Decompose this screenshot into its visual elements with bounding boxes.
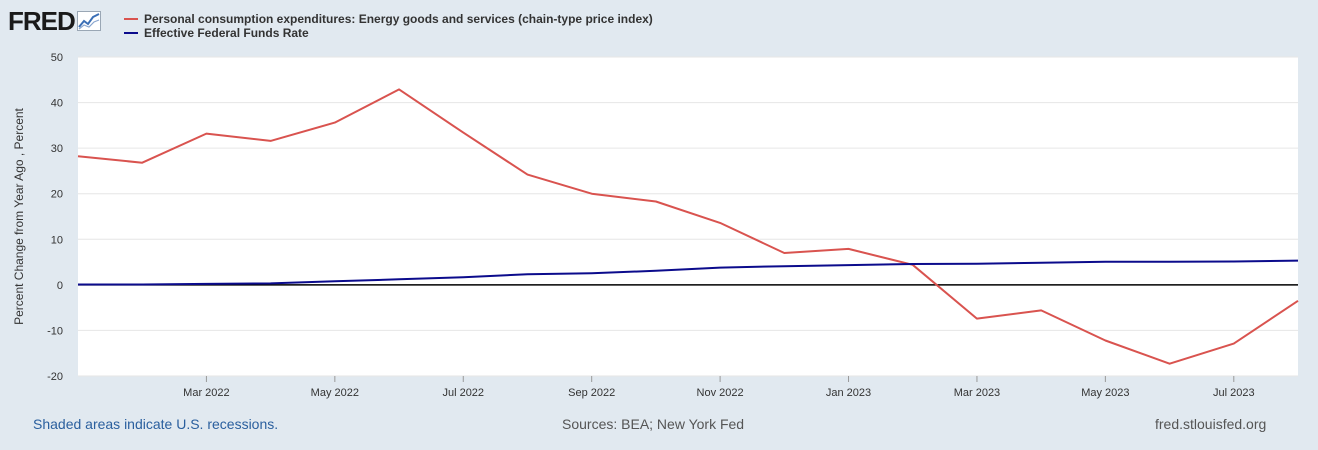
data-point-energy-pce[interactable] <box>971 313 983 325</box>
fred-logo-text: FRED <box>8 6 76 36</box>
data-point-energy-pce[interactable] <box>457 127 469 139</box>
fred-logo[interactable]: FRED <box>8 6 101 36</box>
chart-line-icon <box>76 11 101 31</box>
data-point-energy-pce[interactable] <box>778 247 790 259</box>
series-layer <box>72 83 1304 370</box>
data-point-fed-funds[interactable] <box>1228 256 1240 268</box>
data-point-energy-pce[interactable] <box>714 217 726 229</box>
data-point-energy-pce[interactable] <box>1099 334 1111 346</box>
line-chart: 50 40 30 20 10 0 -10 -20 Mar 2022 May 2022 Jul 20… <box>12 52 1304 399</box>
y-axis-ticks: 50 40 30 20 10 0 -10 -20 <box>47 52 63 383</box>
data-point-energy-pce[interactable] <box>1292 295 1304 307</box>
data-point-fed-funds[interactable] <box>457 271 469 283</box>
y-tick-label: 40 <box>51 98 63 110</box>
data-point-fed-funds[interactable] <box>714 262 726 274</box>
data-point-fed-funds[interactable] <box>72 278 84 290</box>
data-point-fed-funds[interactable] <box>329 275 341 287</box>
data-point-energy-pce[interactable] <box>136 157 148 169</box>
x-tick-label: Jan 2023 <box>826 387 871 399</box>
legend-item-fed-funds: Effective Federal Funds Rate <box>124 26 653 40</box>
y-tick-label: 10 <box>51 234 63 246</box>
data-point-fed-funds[interactable] <box>586 267 598 279</box>
legend-swatch-fed-funds <box>124 32 138 34</box>
data-point-energy-pce[interactable] <box>1228 338 1240 350</box>
series-line-energy-pce[interactable] <box>77 88 1299 365</box>
data-point-energy-pce[interactable] <box>586 188 598 200</box>
data-point-energy-pce[interactable] <box>650 195 662 207</box>
data-point-fed-funds[interactable] <box>650 265 662 277</box>
data-point-fed-funds[interactable] <box>136 278 148 290</box>
x-tick-label: May 2022 <box>311 387 359 399</box>
legend-label-energy-pce: Personal consumption expenditures: Energ… <box>144 12 653 26</box>
data-point-energy-pce[interactable] <box>393 83 405 95</box>
data-point-fed-funds[interactable] <box>843 259 855 271</box>
data-point-fed-funds[interactable] <box>1035 257 1047 269</box>
data-point-fed-funds[interactable] <box>265 277 277 289</box>
y-tick-label: 20 <box>51 189 63 201</box>
series-line-fed-funds[interactable] <box>78 259 1299 286</box>
x-tick-label: May 2023 <box>1081 387 1129 399</box>
x-tick-label: Mar 2023 <box>954 387 1000 399</box>
y-axis-title: Percent Change from Year Ago , Percent <box>12 107 26 324</box>
y-tick-label: -10 <box>47 325 63 337</box>
data-point-energy-pce[interactable] <box>265 135 277 147</box>
x-tick-label: Mar 2022 <box>183 387 229 399</box>
y-tick-label: -20 <box>47 371 63 383</box>
data-point-fed-funds[interactable] <box>1099 256 1111 268</box>
data-point-energy-pce[interactable] <box>843 243 855 255</box>
data-point-fed-funds[interactable] <box>1292 255 1304 267</box>
legend-label-fed-funds: Effective Federal Funds Rate <box>144 26 309 40</box>
data-point-energy-pce[interactable] <box>1035 304 1047 316</box>
data-point-fed-funds[interactable] <box>778 260 790 272</box>
data-point-fed-funds[interactable] <box>200 278 212 290</box>
y-tick-label: 0 <box>57 280 63 292</box>
y-tick-label: 30 <box>51 143 63 155</box>
site-link[interactable]: fred.stlouisfed.org <box>1155 416 1267 432</box>
data-point-energy-pce[interactable] <box>72 150 84 162</box>
data-point-energy-pce[interactable] <box>1164 358 1176 370</box>
x-tick-label: Sep 2022 <box>568 387 615 399</box>
plot-area <box>78 57 1298 376</box>
data-point-fed-funds[interactable] <box>393 273 405 285</box>
legend-item-energy-pce: Personal consumption expenditures: Energ… <box>124 12 653 26</box>
data-point-energy-pce[interactable] <box>329 117 341 129</box>
x-tick-label: Nov 2022 <box>697 387 744 399</box>
data-point-energy-pce[interactable] <box>200 128 212 140</box>
chart-legend: Personal consumption expenditures: Energ… <box>124 12 653 40</box>
recession-note[interactable]: Shaded areas indicate U.S. recessions. <box>33 416 279 432</box>
data-point-fed-funds[interactable] <box>907 258 919 270</box>
sources-text: Sources: BEA; New York Fed <box>562 416 745 432</box>
legend-swatch-energy-pce <box>124 18 138 20</box>
y-tick-label: 50 <box>51 52 63 64</box>
data-point-fed-funds[interactable] <box>1164 256 1176 268</box>
data-point-energy-pce[interactable] <box>521 169 533 181</box>
x-tick-label: Jul 2022 <box>442 387 484 399</box>
data-point-fed-funds[interactable] <box>971 258 983 270</box>
x-axis-ticks: Mar 2022 May 2022 Jul 2022 Sep 2022 Nov 2022… <box>183 376 1255 399</box>
data-point-fed-funds[interactable] <box>521 268 533 280</box>
x-tick-label: Jul 2023 <box>1213 387 1255 399</box>
